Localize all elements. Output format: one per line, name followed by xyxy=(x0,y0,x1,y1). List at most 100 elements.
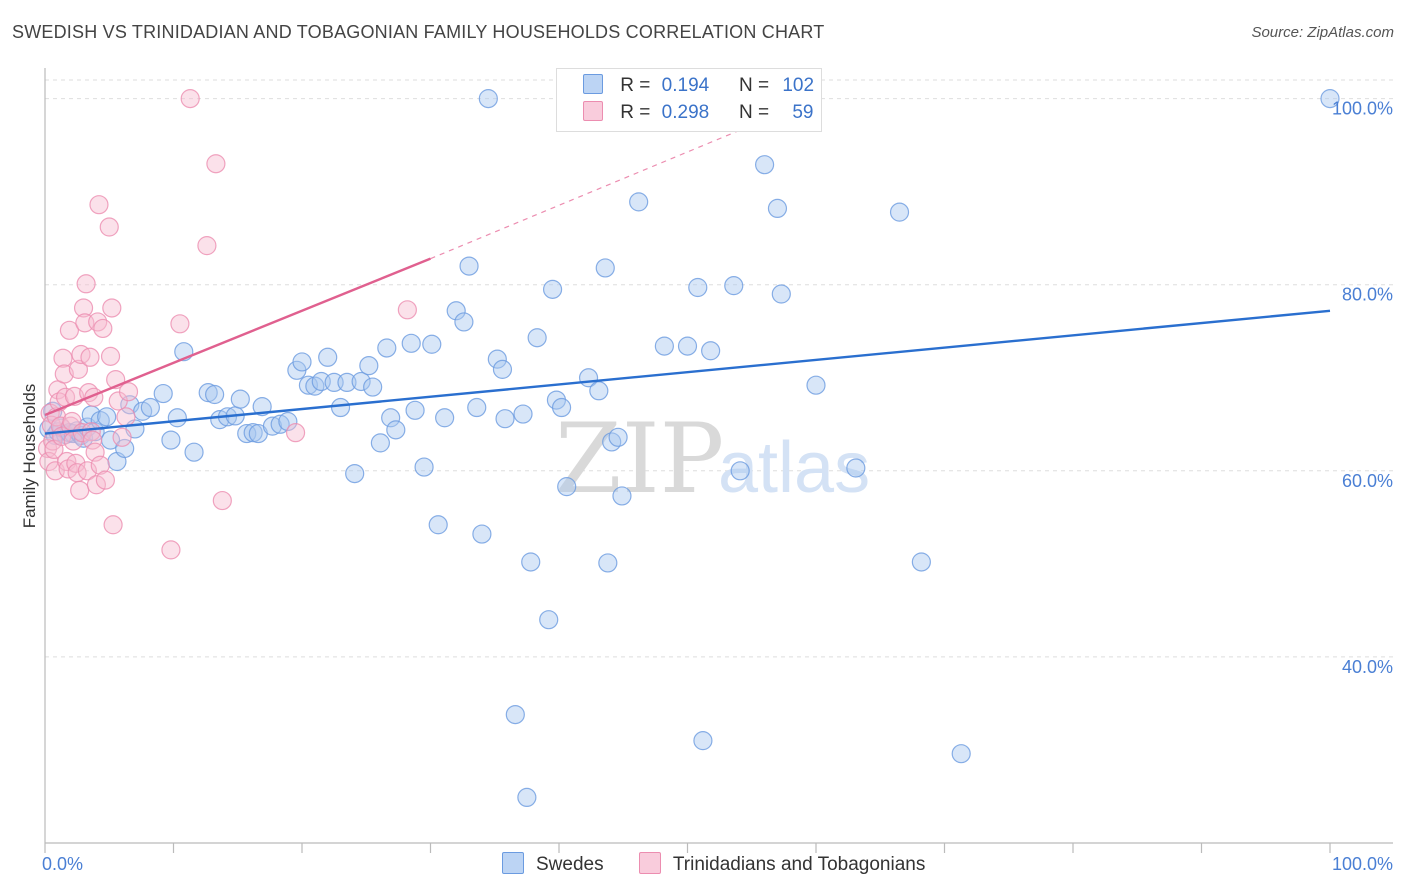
swedes-point xyxy=(487,349,507,369)
swedes-point xyxy=(505,704,525,725)
swedes-n-value: 102 xyxy=(782,75,815,96)
trinidad-point xyxy=(70,480,90,500)
swedes-point xyxy=(513,404,533,424)
swedes-point xyxy=(730,461,750,481)
trinidad-point xyxy=(112,427,132,447)
swedes-point xyxy=(595,258,615,278)
swedes-point xyxy=(414,457,434,477)
swedes-point xyxy=(428,515,448,535)
trinidad-point xyxy=(100,346,121,366)
swedes-point xyxy=(454,312,474,332)
swedes-point xyxy=(270,414,290,434)
trinidad-point xyxy=(161,540,181,560)
trinidad-point xyxy=(89,195,109,215)
legend-r-label: R = xyxy=(620,102,651,123)
series-trinidad xyxy=(37,89,417,560)
swedes-point xyxy=(495,409,515,429)
swedes-point xyxy=(230,389,250,409)
swedes-point xyxy=(161,430,181,450)
swedes-point xyxy=(386,420,406,440)
trinidad-point xyxy=(54,364,74,384)
y-tick-label: 40.0% xyxy=(1342,657,1393,677)
swedes-point xyxy=(153,383,173,404)
swedes-point xyxy=(557,477,577,497)
swedes-point xyxy=(252,397,272,417)
trinidad-point xyxy=(80,347,100,367)
swedes-point xyxy=(951,744,971,764)
legend-item-trinidad[interactable]: Trinidadians and Tobagonians xyxy=(638,852,926,876)
series-legend: Swedes Trinidadians and Tobagonians xyxy=(502,852,955,876)
trinidad-legend-label: Trinidadians and Tobagonians xyxy=(672,854,926,875)
x-tick-label-max: 100.0% xyxy=(1332,854,1393,874)
swedes-point xyxy=(598,553,618,573)
trinidad-point xyxy=(53,348,73,368)
trinidad-point xyxy=(86,475,107,495)
legend-row-trinidad: R = 0.298 N = 59 xyxy=(583,101,813,127)
trinidad-point xyxy=(116,407,136,427)
swedes-point xyxy=(405,400,425,420)
swedes-point xyxy=(889,202,910,222)
swedes-point xyxy=(459,256,479,276)
trinidad-point xyxy=(103,515,123,535)
swedes-point xyxy=(911,552,931,572)
swedes-point xyxy=(478,89,498,109)
trinidad-point xyxy=(99,217,119,237)
swedes-point xyxy=(278,411,298,432)
swedes-point xyxy=(846,458,866,478)
trinidad-point xyxy=(59,320,80,340)
legend-item-swedes[interactable]: Swedes xyxy=(502,852,604,876)
swedes-point xyxy=(724,276,744,296)
swedes-point xyxy=(654,336,674,356)
trinidad-point xyxy=(118,382,139,402)
trinidad-point xyxy=(180,89,200,109)
x-tick-label-min: 0.0% xyxy=(42,854,83,874)
swedes-point xyxy=(167,408,187,428)
trinidad-point xyxy=(212,490,232,511)
trinidad-swatch xyxy=(583,101,603,121)
y-axis-label: Family Households xyxy=(20,384,39,529)
legend-n-label: N = xyxy=(738,102,770,123)
swedes-point xyxy=(205,384,225,405)
swedes-point xyxy=(237,423,257,444)
series-swedes xyxy=(39,89,1340,808)
swedes-legend-swatch xyxy=(502,852,524,874)
swedes-point xyxy=(767,198,788,219)
swedes-point xyxy=(806,375,826,395)
swedes-point xyxy=(1320,89,1340,109)
swedes-legend-label: Swedes xyxy=(536,854,604,875)
y-tick-label: 60.0% xyxy=(1342,471,1393,491)
swedes-trend-line xyxy=(44,309,1331,435)
swedes-point xyxy=(292,352,312,372)
watermark: ZIP atlas xyxy=(555,403,870,515)
y-tick-label: 100.0% xyxy=(1332,99,1393,119)
swedes-point xyxy=(210,410,230,430)
chart-title: SWEDISH VS TRINIDADIAN AND TOBAGONIAN FA… xyxy=(12,22,825,42)
swedes-point xyxy=(184,442,204,462)
swedes-point xyxy=(377,338,397,358)
swedes-point xyxy=(608,427,628,447)
swedes-point xyxy=(381,408,401,428)
swedes-point xyxy=(521,552,541,572)
swedes-point xyxy=(539,610,559,630)
legend-n-label: N = xyxy=(738,75,770,96)
swedes-point xyxy=(198,383,218,403)
trinidad-trend-line xyxy=(44,257,431,417)
y-tick-label: 80.0% xyxy=(1342,285,1393,305)
trinidad-n-value: 59 xyxy=(792,102,814,123)
swedes-point xyxy=(527,328,547,348)
swedes-point xyxy=(629,192,649,212)
swedes-point xyxy=(446,301,466,321)
swedes-point xyxy=(370,433,390,453)
source-label: Source: ZipAtlas.com xyxy=(1251,24,1394,41)
swedes-point xyxy=(422,334,442,354)
legend-r-label: R = xyxy=(620,75,651,96)
watermark-atlas: atlas xyxy=(718,428,870,508)
swedes-point xyxy=(517,787,537,808)
swedes-point xyxy=(262,416,283,436)
trinidad-point xyxy=(68,359,89,379)
trinidad-point xyxy=(397,300,417,320)
swedes-point xyxy=(97,407,117,427)
trinidad-point xyxy=(88,312,108,332)
stats-legend: R = 0.194 N = 102 R = 0.298 N = 59 xyxy=(556,68,822,132)
